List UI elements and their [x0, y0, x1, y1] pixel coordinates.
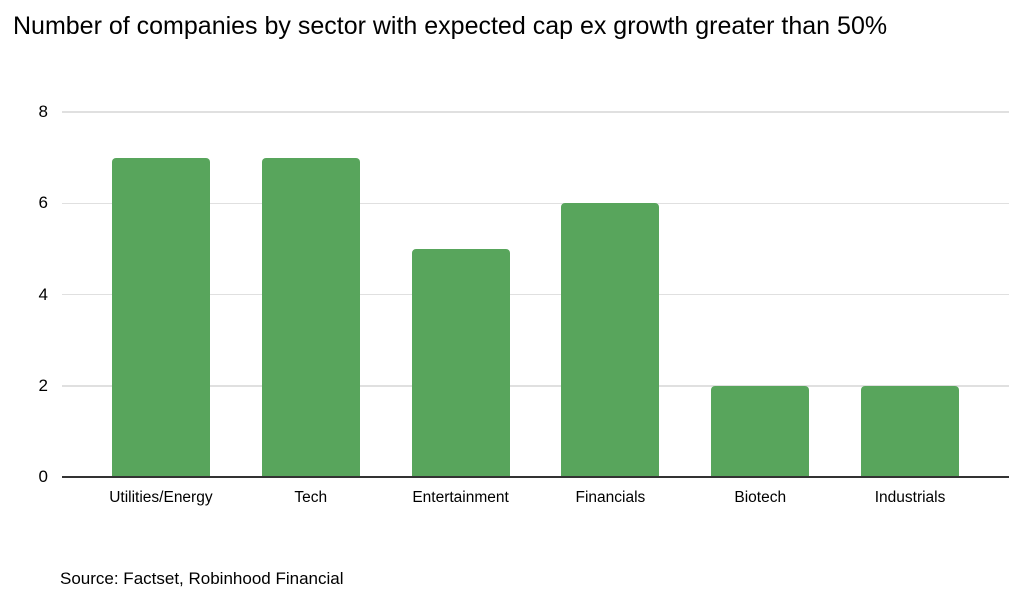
gridline	[62, 111, 1009, 113]
x-axis-label-biotech: Biotech	[734, 489, 787, 506]
bar-utilities-energy	[111, 157, 210, 477]
bar-slot-biotech	[685, 112, 835, 477]
bar-slot-tech	[236, 112, 386, 477]
y-axis: 0 2 4 6 8	[0, 102, 48, 486]
x-axis-label-industrials: Industrials	[874, 489, 946, 506]
x-axis-label-utilities-energy: Utilities/Energy	[109, 489, 213, 506]
bar-biotech	[711, 385, 810, 477]
x-axis-label-entertainment: Entertainment	[412, 489, 509, 506]
bar-tech	[261, 157, 360, 477]
bar-slot-financials	[535, 112, 685, 477]
y-tick-label: 8	[38, 102, 48, 121]
bar-financials	[561, 203, 660, 477]
bar-slot-entertainment	[386, 112, 536, 477]
bar-entertainment	[411, 248, 510, 477]
y-tick-label: 4	[38, 284, 48, 304]
bar-slot-utilities-energy	[86, 112, 236, 477]
chart-title: Number of companies by sector with expec…	[13, 12, 888, 40]
x-axis-label-financials: Financials	[575, 489, 646, 506]
source-note: Source: Factset, Robinhood Financial	[60, 569, 344, 588]
bar-series	[62, 112, 1009, 477]
bar-slot-industrials	[835, 112, 985, 477]
gridline	[62, 202, 1009, 204]
x-axis-label-tech: Tech	[294, 489, 328, 506]
y-tick-label: 0	[38, 467, 48, 486]
gridline	[62, 293, 1009, 296]
bar-industrials	[861, 385, 960, 477]
y-tick-label: 2	[38, 375, 48, 395]
gridline	[62, 385, 1009, 387]
plot-area	[62, 111, 1009, 478]
x-axis: Utilities/Energy Tech Entertainment Financi…	[62, 489, 1009, 507]
x-axis-line	[62, 476, 1009, 478]
y-tick-label: 6	[38, 193, 48, 213]
